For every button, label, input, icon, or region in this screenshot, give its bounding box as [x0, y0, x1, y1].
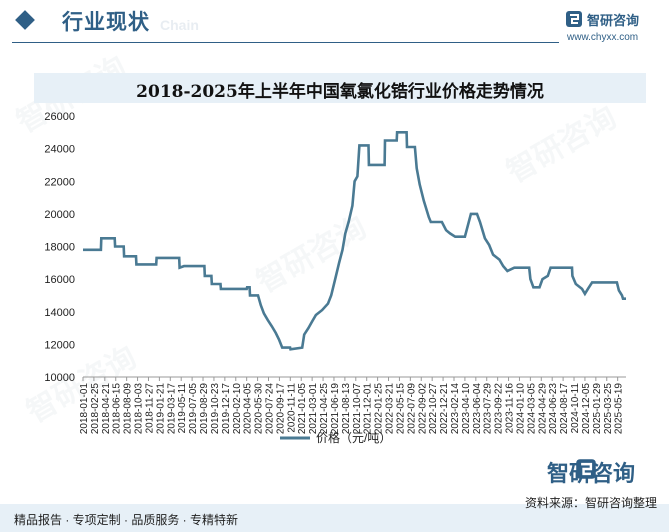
footer-source: 资料来源：智研咨询整理	[524, 496, 657, 510]
x-tick-label: 2018-01-01	[79, 383, 90, 435]
chart-title-band: 2018-2025年上半年中国氧氯化锆行业价格走势情况	[34, 73, 646, 103]
section-header: 行业现状 Chain 智研咨询 www.chyxx.com	[0, 0, 669, 46]
section-subtitle-en: Chain	[160, 17, 199, 33]
y-tick-label: 10000	[44, 372, 75, 384]
y-axis: 10000 12000 14000 16000 18000 20000 22000 24000…	[44, 111, 75, 384]
x-tick-label: 2022-07-09	[406, 383, 417, 435]
legend: 价格（元/吨）	[280, 430, 391, 445]
x-tick-label: 2023-07-29	[483, 383, 494, 435]
series-line-price	[83, 131, 626, 351]
x-tick-label: 2022-10-27	[428, 383, 439, 435]
x-tick-label: 2020-04-05	[243, 383, 254, 435]
legend-label: 价格（元/吨）	[316, 430, 391, 445]
x-tick-label: 2019-01-21	[155, 383, 166, 435]
x-tick-label: 2020-11-11	[286, 383, 297, 433]
x-tick-label: 2020-07-24	[264, 383, 275, 435]
footer-tagline: 精品报告 · 专项定制 · 品质服务 · 专精特新	[14, 513, 238, 527]
brand-logo-icon	[566, 11, 582, 27]
brand-block: 智研咨询 www.chyxx.com	[565, 8, 657, 48]
y-tick-label: 20000	[44, 209, 75, 221]
x-tick-label: 2020-09-17	[275, 383, 286, 435]
x-tick-label: 2022-01-25	[374, 383, 385, 435]
header-divider	[12, 42, 559, 43]
x-tick-label: 2022-05-15	[395, 383, 406, 435]
x-tick-label: 2019-10-23	[210, 383, 221, 435]
x-tick-label: 2018-10-03	[134, 383, 145, 435]
x-tick-label: 2025-03-25	[603, 383, 614, 435]
x-tick-label: 2019-08-29	[199, 383, 210, 435]
y-tick-label: 26000	[44, 111, 75, 123]
y-tick-label: 18000	[44, 242, 75, 254]
x-tick-label: 2024-03-05	[526, 383, 537, 435]
x-tick-label: 2020-02-10	[232, 383, 243, 435]
x-tick-label: 2025-05-19	[614, 383, 625, 435]
x-tick-label: 2024-01-10	[515, 383, 526, 435]
y-tick-label: 24000	[44, 144, 75, 156]
x-tick-label: 2021-04-25	[319, 383, 330, 435]
brand-url: www.chyxx.com	[567, 32, 639, 43]
x-tick-label: 2019-07-05	[188, 383, 199, 435]
chart-title: 2018-2025年上半年中国氧氯化锆行业价格走势情况	[136, 82, 544, 102]
x-tick-label: 2021-06-19	[330, 383, 341, 435]
x-tick-label: 2018-11-27	[144, 383, 155, 434]
section-title: 行业现状	[62, 11, 150, 34]
x-tick-label: 2021-01-05	[297, 383, 308, 435]
x-tick-label: 2024-10-11	[570, 383, 581, 434]
x-tick-label: 2018-08-09	[123, 383, 134, 435]
x-tick-label: 2020-05-30	[254, 383, 265, 435]
brand-name: 智研咨询	[587, 13, 640, 28]
x-tick-label: 2024-08-17	[559, 383, 570, 435]
x-tick-label: 2018-04-21	[101, 383, 112, 435]
x-tick-label: 2021-03-01	[308, 383, 319, 435]
x-tick-label: 2022-09-02	[417, 383, 428, 435]
x-tick-label: 2019-12-17	[221, 383, 232, 435]
y-tick-label: 12000	[44, 339, 75, 351]
y-tick-label: 22000	[44, 176, 75, 188]
x-tick-label: 2023-02-14	[450, 383, 461, 435]
x-tick-label: 2021-08-13	[341, 383, 352, 435]
x-tick-label: 2018-02-25	[90, 383, 101, 435]
x-tick-label: 2023-09-22	[494, 383, 505, 435]
y-tick-label: 16000	[44, 274, 75, 286]
price-line-chart: 10000 12000 14000 16000 18000 20000 22000 24000…	[44, 111, 626, 445]
x-tick-label: 2024-04-29	[537, 383, 548, 435]
x-tick-label: 2022-03-21	[385, 383, 396, 435]
x-tick-label: 2024-12-05	[581, 383, 592, 435]
footer-brand-logo-icon	[576, 459, 596, 479]
x-tick-label: 2021-12-01	[363, 383, 374, 435]
x-tick-label: 2019-03-17	[166, 383, 177, 435]
x-tick-label: 2025-01-29	[592, 383, 603, 435]
x-tick-label: 2023-04-10	[461, 383, 472, 435]
x-tick-label: 2024-06-23	[548, 383, 559, 435]
x-tick-label: 2022-12-21	[439, 383, 450, 435]
x-tick-label: 2018-06-15	[112, 383, 123, 435]
y-tick-label: 14000	[44, 307, 75, 319]
x-tick-label: 2021-10-07	[352, 383, 363, 435]
x-axis: 2018-01-01 2018-02-25 2018-04-21 2018-06-15…	[79, 376, 626, 435]
x-tick-label: 2019-05-11	[177, 383, 188, 434]
x-tick-label: 2023-06-04	[472, 383, 483, 435]
x-tick-label: 2023-11-16	[505, 383, 516, 434]
footer-bar: 精品报告 · 专项定制 · 品质服务 · 专精特新	[0, 504, 669, 532]
